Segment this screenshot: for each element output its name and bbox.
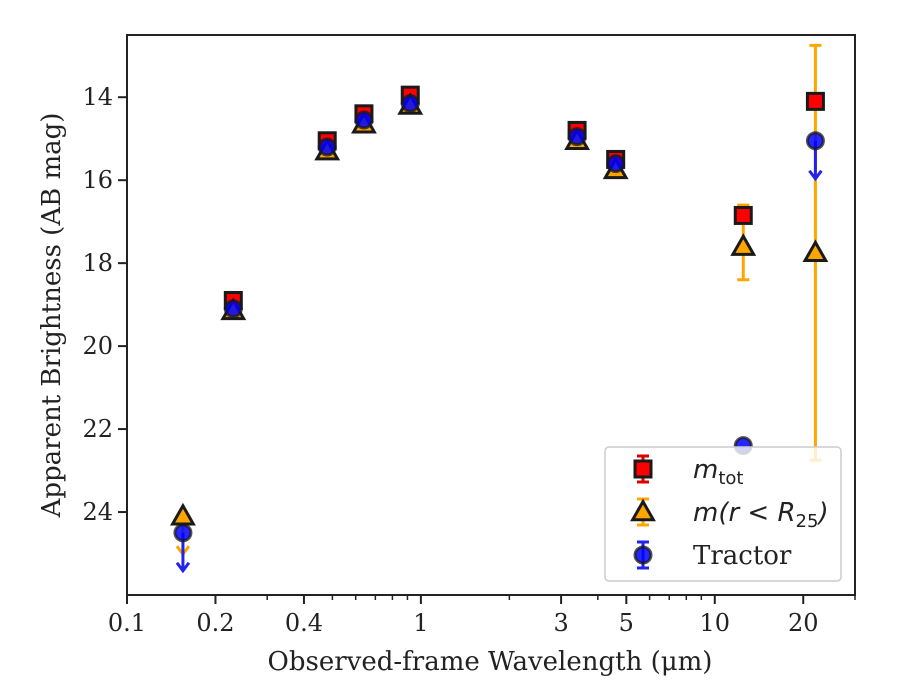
legend-marker-square — [633, 459, 653, 479]
y-axis-label: Apparent Brightness (AB mag) — [37, 113, 67, 519]
point-square-0 — [733, 205, 753, 225]
x-tick-label: 0.2 — [196, 609, 234, 637]
upper-limit-arrow-2-head — [808, 169, 823, 182]
x-tick-label: 20 — [788, 609, 819, 637]
legend-marker-triangle — [630, 498, 656, 522]
point-circle-2 — [354, 110, 374, 130]
y-tick-label: 22 — [82, 415, 113, 443]
legend-marker-circle — [633, 545, 653, 565]
plot-frame — [126, 34, 856, 596]
legend-label: mtot — [693, 455, 743, 489]
point-circle-2 — [606, 154, 626, 174]
legend-box — [604, 446, 842, 582]
x-tick-label: 10 — [700, 609, 731, 637]
x-tick-label: 0.4 — [285, 609, 323, 637]
point-triangle-1 — [170, 502, 196, 526]
y-tick-label: 24 — [82, 498, 113, 526]
x-tick-label: 5 — [619, 609, 634, 637]
upper-limit-arrow-2-head — [175, 561, 191, 574]
y-tick-label: 16 — [82, 166, 113, 194]
y-tick-label: 14 — [82, 83, 113, 111]
point-triangle-1 — [802, 239, 829, 263]
y-tick-label: 18 — [82, 249, 113, 277]
point-circle-2 — [173, 523, 193, 543]
x-tick-label: 1 — [413, 609, 428, 637]
legend-label: Tractor — [693, 541, 792, 571]
legend: mtot m(r < R25) Tractor — [604, 446, 842, 582]
y-tick-label: 20 — [82, 332, 113, 360]
x-tick-label: 3 — [553, 609, 568, 637]
x-tick-label: 0.1 — [108, 609, 146, 637]
point-circle-2 — [223, 299, 243, 319]
x-axis-label: Observed-frame Wavelength (μm) — [268, 647, 713, 677]
plot-area: 0.1 0.2 0.4 1 3 5 10 20 14 16 18 20 22 24 — [82, 34, 856, 637]
legend-label: m(r < R25) — [693, 498, 829, 532]
point-circle-2 — [567, 127, 587, 147]
point-circle-2 — [805, 131, 825, 151]
point-square-0 — [805, 91, 825, 111]
point-triangle-1 — [730, 233, 757, 256]
point-circle-2 — [317, 137, 337, 157]
point-circle-2 — [400, 93, 420, 113]
